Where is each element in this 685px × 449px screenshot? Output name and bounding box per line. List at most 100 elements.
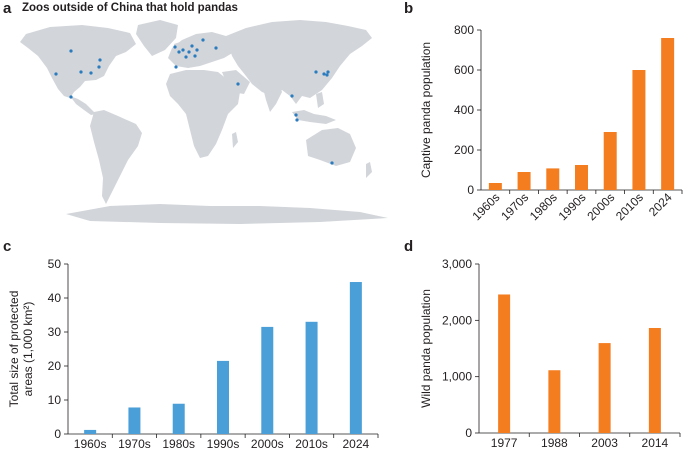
south-america-landmass	[90, 110, 142, 204]
north-america-landmass	[20, 25, 136, 98]
zoo-marker	[97, 65, 101, 69]
x-tick-label: 2010s	[295, 437, 328, 449]
zoo-marker	[295, 118, 299, 122]
zoo-marker	[325, 73, 329, 77]
bar	[546, 168, 560, 190]
y-tick-label: 30	[48, 325, 62, 339]
australia-landmass	[306, 128, 356, 166]
zoo-marker	[193, 54, 197, 58]
x-tick-label: 1980s	[162, 437, 195, 449]
y-tick-label: 1,000	[442, 370, 472, 384]
zoo-marker	[177, 50, 181, 54]
bar	[517, 172, 531, 190]
greenland-landmass	[136, 20, 178, 56]
x-tick-label: 2000s	[251, 437, 284, 449]
india-landmass	[262, 82, 282, 112]
bar	[632, 70, 646, 190]
zoo-markers	[54, 38, 334, 165]
bar	[305, 321, 318, 434]
x-tick-label: 1990s	[207, 437, 240, 449]
zoo-marker	[54, 72, 58, 76]
world-map	[20, 20, 388, 224]
y-tick-label: 0	[465, 426, 472, 440]
x-tick-label: 1988	[541, 436, 568, 449]
y-tick-label: 0	[54, 427, 61, 441]
y-tick-label: 3,000	[442, 257, 472, 271]
x-tick-label: 1970s	[118, 437, 151, 449]
central-america-landmass	[70, 96, 96, 115]
y-axis-label-line: areas (1,000 km²)	[21, 302, 35, 397]
x-tick-label: 2014	[642, 436, 669, 449]
y-tick-label: 800	[454, 23, 474, 37]
zoo-marker	[98, 58, 102, 62]
y-tick-label: 10	[48, 393, 62, 407]
indonesia-landmass	[292, 110, 336, 124]
zoo-marker	[190, 44, 194, 48]
y-tick-label: 20	[48, 359, 62, 373]
bar	[261, 326, 274, 434]
bar	[217, 360, 229, 434]
y-axis-label-line: Total size of protected	[7, 291, 21, 408]
y-tick-label: 400	[454, 103, 474, 117]
zoo-marker	[290, 94, 294, 98]
zoo-marker	[294, 113, 298, 117]
zoo-marker	[195, 48, 199, 52]
zoo-marker	[187, 50, 191, 54]
bar	[128, 407, 141, 434]
x-tick-label: 1977	[491, 436, 518, 449]
bar	[498, 294, 511, 433]
panel-a-letter: a	[3, 0, 12, 17]
bar	[603, 132, 617, 190]
philippines-landmass	[316, 92, 324, 108]
zoo-marker	[89, 71, 93, 75]
zoo-marker	[201, 38, 205, 42]
new-zealand-landmass	[366, 162, 372, 178]
zoo-marker	[69, 95, 73, 99]
zoo-marker	[214, 46, 218, 50]
panel-c-letter: c	[3, 238, 12, 255]
zoo-marker	[181, 48, 185, 52]
x-tick-label: 2003	[591, 436, 618, 449]
bar	[648, 327, 661, 433]
panel-d-letter: d	[404, 238, 414, 255]
panel-b-letter: b	[404, 0, 414, 17]
zoo-marker	[314, 70, 318, 74]
zoo-marker	[326, 70, 330, 74]
zoo-marker	[174, 65, 178, 69]
y-axis-label: Captive panda population	[419, 42, 433, 178]
antarctica-landmass	[66, 204, 388, 224]
y-tick-label: 600	[454, 63, 474, 77]
asia-landmass	[226, 20, 372, 104]
x-tick-label: 2024	[343, 437, 370, 449]
y-tick-label: 50	[48, 257, 62, 271]
zoo-marker	[330, 161, 334, 165]
x-tick-label: 1960s	[74, 437, 107, 449]
y-tick-label: 2,000	[442, 313, 472, 327]
europe-landmass	[168, 32, 236, 68]
zoo-marker	[322, 72, 326, 76]
zoo-marker	[79, 70, 83, 74]
y-axis-label: Wild panda population	[419, 289, 433, 408]
continents	[20, 20, 388, 224]
bar	[548, 370, 561, 433]
zoo-marker	[69, 49, 73, 53]
bar	[598, 343, 611, 433]
bar	[661, 38, 675, 190]
y-tick-label: 0	[467, 183, 474, 197]
bar	[84, 429, 97, 434]
y-axis-label: Total size of protectedareas (1,000 km²)	[7, 291, 35, 408]
bar	[575, 165, 588, 190]
madagascar-landmass	[232, 132, 238, 148]
zoo-marker	[173, 45, 177, 49]
bar	[172, 403, 185, 434]
bar	[488, 183, 502, 190]
bar	[349, 282, 362, 434]
zoo-marker	[236, 82, 240, 86]
y-tick-label: 200	[454, 143, 474, 157]
africa-landmass	[166, 70, 240, 158]
y-tick-label: 40	[48, 291, 62, 305]
zoo-marker	[184, 55, 188, 59]
